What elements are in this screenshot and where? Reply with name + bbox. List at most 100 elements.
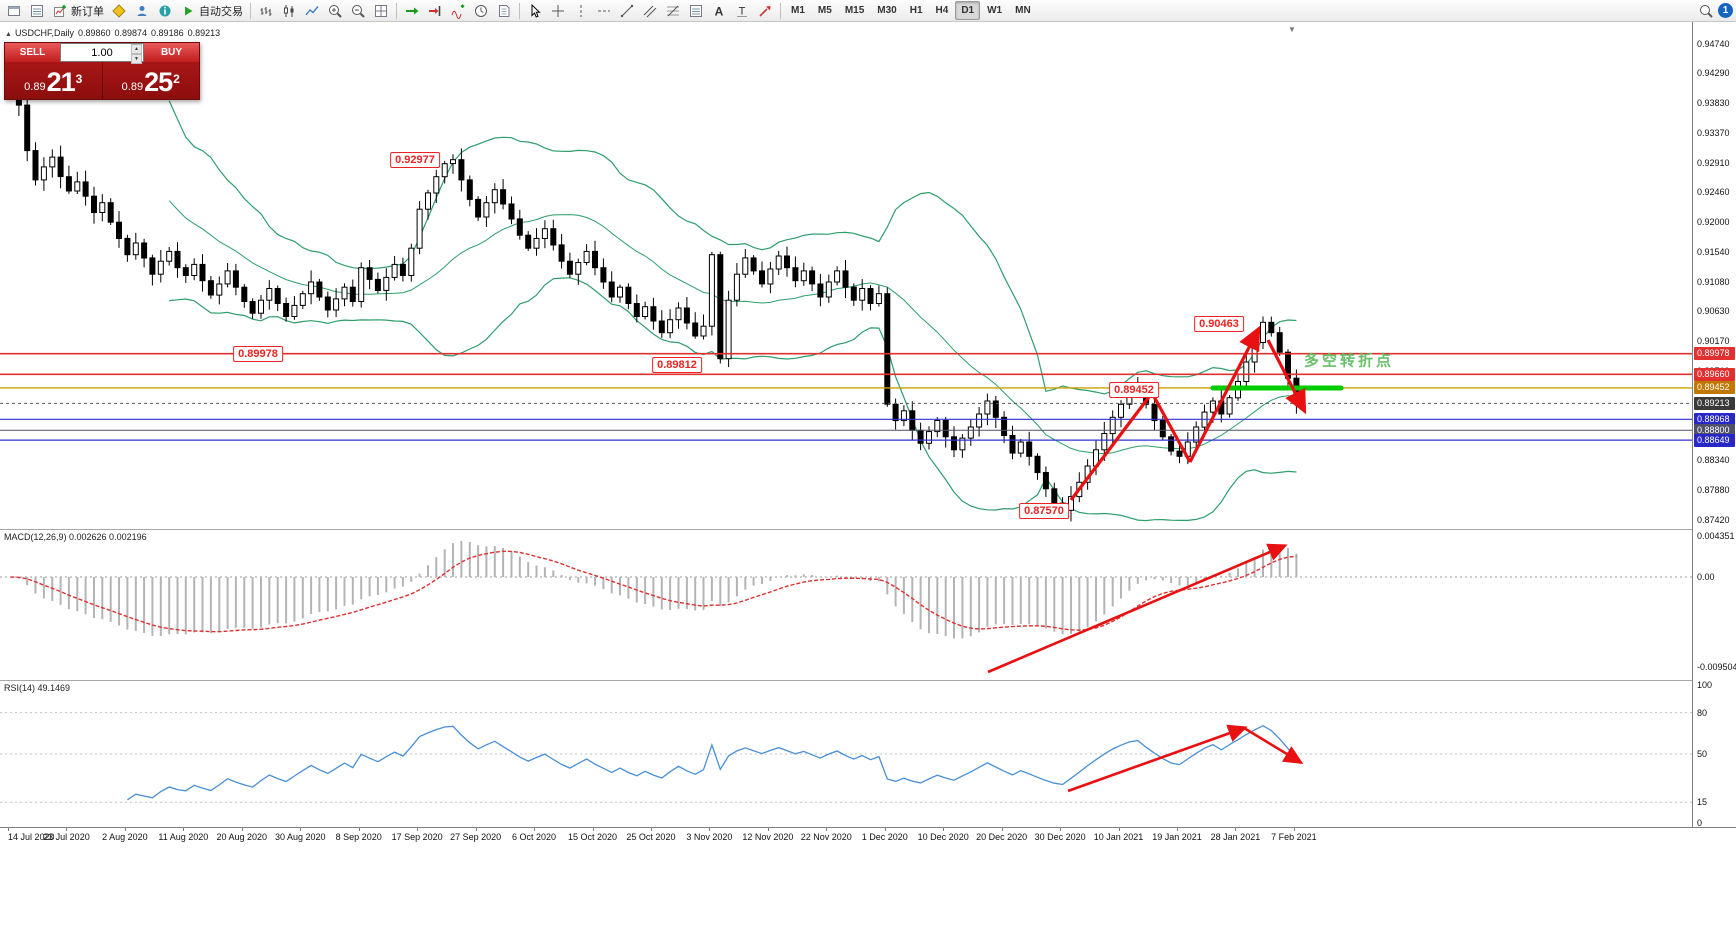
vertical-line-tool-icon xyxy=(573,3,589,19)
indicators-list-button[interactable] xyxy=(447,1,469,21)
arrows-tool-icon xyxy=(757,3,773,19)
volume-stepper[interactable]: ▲ ▼ xyxy=(131,44,142,64)
price-annotation-label[interactable]: 0.89452 xyxy=(1109,382,1159,398)
rsi-canvas[interactable] xyxy=(0,681,1692,827)
data-window-button[interactable] xyxy=(154,1,176,21)
templates-button[interactable] xyxy=(493,1,515,21)
date-axis-tick xyxy=(66,828,68,831)
tile-windows-button[interactable] xyxy=(370,1,392,21)
chart-note-text[interactable]: 多空转折点 xyxy=(1303,352,1395,370)
text-tool-button[interactable]: A xyxy=(708,1,730,21)
auto-trading-label: 自动交易 xyxy=(199,5,243,18)
text-label-tool-icon: T xyxy=(734,3,750,19)
svg-text:A: A xyxy=(715,4,724,18)
cursor-tool-button[interactable] xyxy=(524,1,546,21)
fibonacci-tool-button[interactable] xyxy=(662,1,684,21)
timeframe-m30-button[interactable]: M30 xyxy=(877,5,897,16)
zoom-out-button[interactable] xyxy=(347,1,369,21)
horizontal-line-tool-button[interactable] xyxy=(593,1,615,21)
price-annotation-label[interactable]: 0.89978 xyxy=(233,346,283,362)
sell-price-display[interactable]: 0.89 21 3 xyxy=(5,62,102,99)
chart-shift-button[interactable] xyxy=(424,1,446,21)
vertical-line-tool-button[interactable] xyxy=(570,1,592,21)
volume-down-icon[interactable]: ▼ xyxy=(131,54,142,64)
auto-trading-button[interactable]: 自动交易 xyxy=(177,1,246,21)
date-axis-tick xyxy=(592,828,594,831)
buy-price-main: 0.89 xyxy=(121,81,144,93)
date-axis-tick xyxy=(1001,828,1003,831)
rsi-pane[interactable]: RSI(14) 49.1469 xyxy=(0,681,1692,827)
date-axis-tick xyxy=(1060,828,1062,831)
channel-tool-button[interactable] xyxy=(639,1,661,21)
date-axis-tick xyxy=(709,828,711,831)
price-annotation-label[interactable]: 0.92977 xyxy=(390,152,440,168)
date-axis-tick xyxy=(300,828,302,831)
date-axis-label: 1 Dec 2020 xyxy=(861,832,908,842)
volume-input[interactable] xyxy=(61,46,143,59)
metaeditor-button[interactable] xyxy=(108,1,130,21)
main-chart-canvas[interactable] xyxy=(0,22,1692,529)
timeframe-m1-button[interactable]: M1 xyxy=(791,5,805,16)
date-axis-tick xyxy=(1235,828,1237,831)
timeframe-w1-button[interactable]: W1 xyxy=(987,5,1003,16)
volume-up-icon[interactable]: ▲ xyxy=(131,44,142,54)
volume-field[interactable]: ▲ ▼ xyxy=(60,43,144,64)
price-axis-tick: 0.90630 xyxy=(1697,306,1730,317)
charts-window-button[interactable] xyxy=(3,1,25,21)
chart-shift-marker[interactable]: ▼ xyxy=(1288,25,1296,34)
trendline-tool-button[interactable] xyxy=(616,1,638,21)
price-axis-tick: 0.88340 xyxy=(1697,455,1730,466)
main-chart-pane[interactable]: ▲ USDCHF,Daily 0.89860 0.89874 0.89186 0.8921… xyxy=(0,22,1692,529)
buy-price-display[interactable]: 0.89 25 2 xyxy=(101,62,200,99)
pane-separator[interactable] xyxy=(0,529,1736,530)
timeframe-mn-button[interactable]: MN xyxy=(1015,5,1031,16)
timeframe-m5-button[interactable]: M5 xyxy=(817,5,832,16)
price-annotation-label[interactable]: 0.87570 xyxy=(1019,503,1069,519)
ohlc-open: 0.89860 xyxy=(77,28,111,38)
timeframe-d1-button[interactable]: D1 xyxy=(955,1,981,20)
macd-canvas[interactable] xyxy=(0,530,1692,680)
toolbar-separator xyxy=(250,2,251,19)
buy-button[interactable]: BUY xyxy=(144,43,199,62)
new-order-icon xyxy=(52,3,68,19)
price-annotation-label[interactable]: 0.89812 xyxy=(652,357,702,373)
new-order-label: 新订单 xyxy=(71,5,104,18)
macd-pane[interactable]: MACD(12,26,9) 0.002626 0.002196 xyxy=(0,530,1692,680)
price-tag: 0.89978 xyxy=(1694,347,1735,361)
price-tag: 0.89660 xyxy=(1694,367,1735,381)
price-axis[interactable]: 0.94740 0.94290 0.93830 0.93370 0.92910 0.924… xyxy=(1692,22,1736,828)
date-axis-label: 2 Aug 2020 xyxy=(102,832,148,842)
auto-scroll-button[interactable] xyxy=(401,1,423,21)
zoom-in-button[interactable] xyxy=(324,1,346,21)
search-button[interactable] xyxy=(1695,1,1717,21)
timeframe-h4-button[interactable]: H4 xyxy=(935,5,949,16)
objects-list-button[interactable] xyxy=(685,1,707,21)
notification-badge[interactable]: 1 xyxy=(1718,3,1733,18)
toolbar: 新订单 自动交易 A T M1 M5 M15 M30 H1 H4 D1 W1 MN 1 xyxy=(0,0,1736,22)
market-watch-button[interactable] xyxy=(131,1,153,21)
sell-button[interactable]: SELL xyxy=(5,43,60,62)
date-axis-tick xyxy=(767,828,769,831)
price-axis-tick: 0.92460 xyxy=(1697,187,1730,198)
price-annotation-label[interactable]: 0.90463 xyxy=(1194,316,1244,332)
pane-separator[interactable] xyxy=(0,680,1736,681)
periods-button[interactable] xyxy=(470,1,492,21)
profiles-button[interactable] xyxy=(26,1,48,21)
new-order-button[interactable]: 新订单 xyxy=(49,1,107,21)
timeframe-m15-button[interactable]: M15 xyxy=(844,5,865,16)
date-axis-label: 14 Jul 2020 xyxy=(8,832,55,842)
chart-symbol: USDCHF,Daily xyxy=(14,28,74,38)
toolbar-separator xyxy=(780,2,781,19)
timeframe-h1-button[interactable]: H1 xyxy=(909,5,923,16)
macd-axis-label: 0.004351 xyxy=(1697,531,1735,541)
bar-chart-mode-button[interactable] xyxy=(255,1,277,21)
date-axis-tick xyxy=(8,828,9,831)
rsi-axis-label: 50 xyxy=(1697,749,1708,759)
line-chart-mode-button[interactable] xyxy=(301,1,323,21)
collapse-trade-panel-icon[interactable]: ▲ xyxy=(5,31,12,38)
crosshair-tool-button[interactable] xyxy=(547,1,569,21)
candlestick-mode-button[interactable] xyxy=(278,1,300,21)
date-axis[interactable]: 14 Jul 2020 23 Jul 2020 2 Aug 2020 11 Aug 2… xyxy=(0,827,1736,845)
arrows-tool-button[interactable] xyxy=(754,1,776,21)
text-label-tool-button[interactable]: T xyxy=(731,1,753,21)
